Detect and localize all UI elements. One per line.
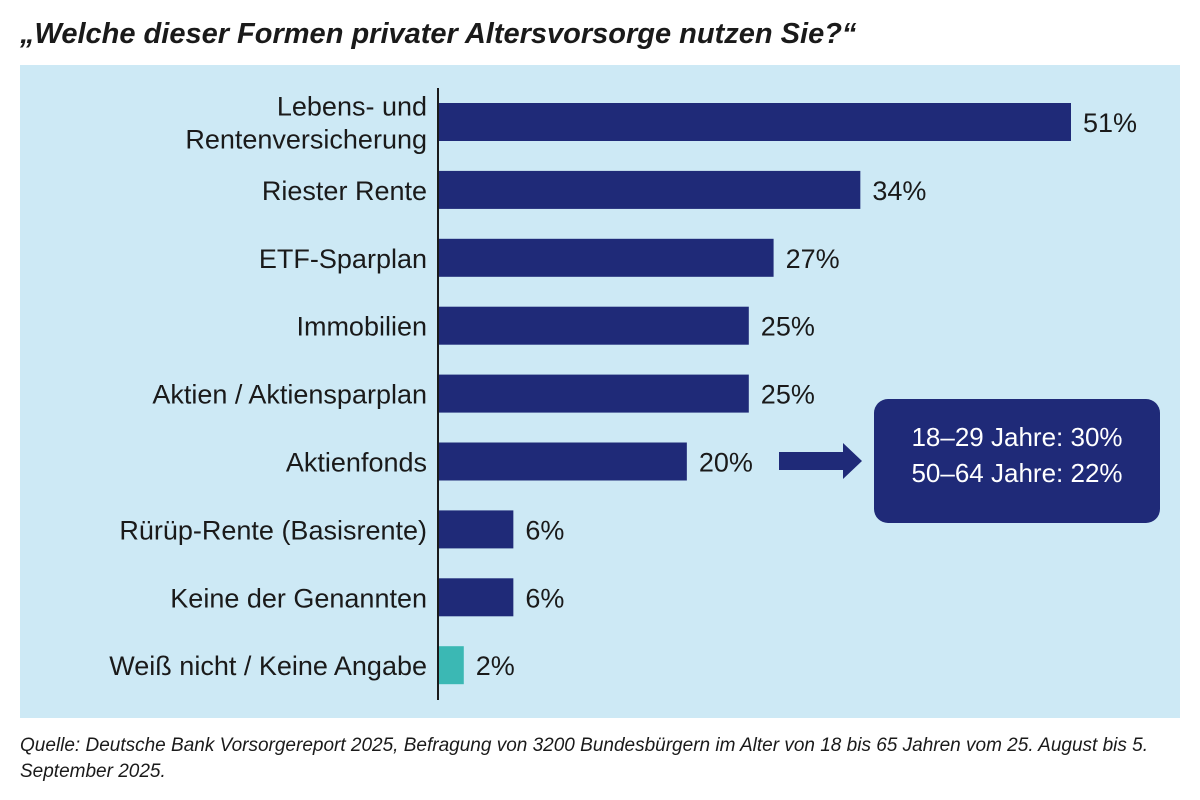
source-note: Quelle: Deutsche Bank Vorsorgereport 202… xyxy=(20,735,1149,782)
bar xyxy=(439,578,514,617)
data-label: 2% xyxy=(476,651,515,681)
category-label: Rentenversicherung xyxy=(185,125,427,155)
data-label: 34% xyxy=(872,176,926,206)
bar xyxy=(439,510,514,549)
bar xyxy=(439,238,774,277)
callout-line-2: 50–64 Jahre: 22% xyxy=(911,458,1123,488)
category-label: Aktien / Aktiensparplan xyxy=(152,380,427,410)
bar xyxy=(439,442,687,481)
data-label: 25% xyxy=(761,312,815,342)
category-label: Weiß nicht / Keine Angabe xyxy=(109,651,427,681)
category-label: Lebens- und xyxy=(277,92,427,122)
bar xyxy=(439,170,861,209)
category-label: ETF-Sparplan xyxy=(259,244,427,274)
age-group-callout: 18–29 Jahre: 30% 50–64 Jahre: 22% xyxy=(874,399,1160,523)
bar xyxy=(439,103,1071,141)
category-label: Rürüp-Rente (Basisrente) xyxy=(119,515,427,545)
category-label: Aktienfonds xyxy=(286,448,427,478)
callout-line-1: 18–29 Jahre: 30% xyxy=(911,422,1123,452)
category-label: Riester Rente xyxy=(262,176,427,206)
data-label: 25% xyxy=(761,380,815,410)
data-label: 6% xyxy=(525,515,564,545)
bar xyxy=(439,306,749,345)
data-label: 6% xyxy=(525,583,564,613)
data-label: 20% xyxy=(699,448,753,478)
bar xyxy=(439,374,749,413)
category-label: Immobilien xyxy=(296,312,427,342)
arrow-icon xyxy=(779,443,862,479)
data-label: 51% xyxy=(1083,108,1137,138)
chart-title: „Welche dieser Formen privater Altersvor… xyxy=(20,18,857,50)
data-label: 27% xyxy=(786,244,840,274)
bar xyxy=(439,646,464,685)
category-label: Keine der Genannten xyxy=(170,583,427,613)
